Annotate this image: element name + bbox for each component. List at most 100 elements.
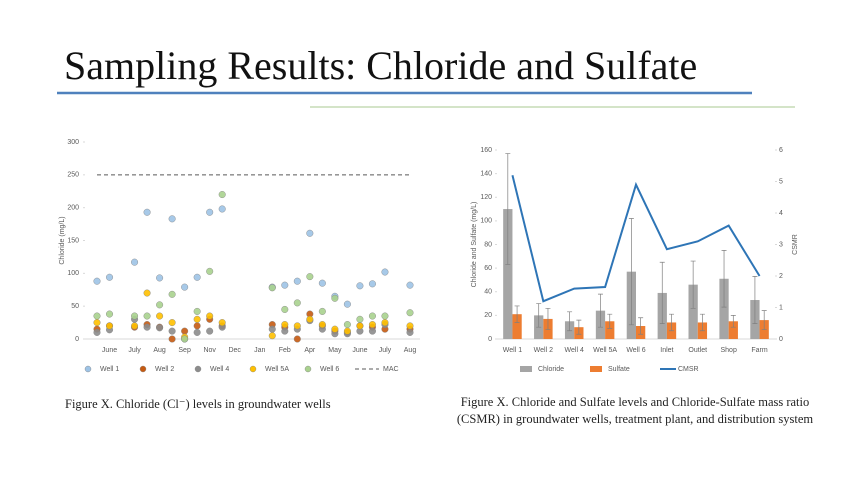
x-tick-label: Aug [404, 347, 417, 354]
x-tick-label: Outlet [688, 347, 707, 354]
point [168, 327, 176, 335]
point [356, 282, 364, 290]
y-tick-label: 80 [484, 241, 492, 248]
point [156, 301, 164, 309]
legend-label: MAC [383, 366, 399, 373]
legend-marker [194, 365, 202, 373]
legend-marker [139, 365, 147, 373]
x-tick-label: Dec [228, 347, 241, 354]
x-tick-label: June [102, 347, 117, 354]
point [381, 268, 389, 276]
y-axis-label: Chloride (mg/L) [59, 216, 66, 264]
x-tick-label: Feb [279, 347, 291, 354]
x-tick-label: Well 5A [593, 347, 617, 354]
legend-marker [304, 365, 312, 373]
error-bar [721, 250, 727, 308]
error-bar [576, 319, 582, 335]
ratio-line [511, 174, 761, 303]
error-bar [567, 311, 573, 332]
y2-tick-label: 5 [779, 178, 783, 185]
error-bar [607, 313, 613, 329]
y-tick-label: 40 [484, 289, 492, 296]
y-axis-label: Chloride and Sulfate (mg/L) [471, 202, 478, 288]
point [281, 321, 289, 329]
bar [605, 321, 615, 339]
point [331, 294, 339, 302]
point [293, 335, 301, 343]
slide-title: Sampling Results: Chloride and Sulfate [64, 43, 698, 88]
point [193, 273, 201, 281]
legend-marker [249, 365, 257, 373]
point [293, 322, 301, 330]
point [268, 332, 276, 340]
x-tick-label: Aug [153, 347, 166, 354]
legend-label: Chloride [538, 366, 564, 373]
y-tick-label: 150 [67, 237, 79, 244]
x-tick-label: Inlet [660, 347, 673, 354]
legend-label: Well 6 [320, 366, 339, 373]
error-bar [536, 303, 542, 328]
point [131, 312, 139, 320]
x-tick-label: Well 2 [534, 347, 553, 354]
point [93, 319, 101, 327]
point [293, 299, 301, 307]
error-bar [514, 305, 520, 323]
point [106, 273, 114, 281]
point [406, 281, 414, 289]
legend-label: Sulfate [608, 366, 630, 373]
point [193, 307, 201, 315]
point [156, 324, 164, 332]
caption-1: Figure X. Chloride (Cl⁻) levels in groun… [65, 397, 331, 411]
point [193, 328, 201, 336]
point [406, 309, 414, 317]
legend-label: Well 2 [155, 366, 174, 373]
point [306, 273, 314, 281]
point [218, 191, 226, 199]
y-tick-label: 250 [67, 172, 79, 179]
point [281, 281, 289, 289]
point [343, 327, 351, 335]
bar [728, 321, 738, 339]
y2-tick-label: 2 [779, 273, 783, 280]
point [268, 284, 276, 292]
point [206, 267, 214, 275]
error-bar [752, 276, 758, 324]
point [368, 327, 376, 335]
point [343, 321, 351, 329]
y-tick-label: 20 [484, 312, 492, 319]
point [281, 305, 289, 313]
x-tick-label: Well 6 [626, 347, 645, 354]
bar [512, 314, 522, 339]
point [93, 328, 101, 336]
point [156, 274, 164, 282]
point [143, 323, 151, 331]
point [318, 307, 326, 315]
error-bar [638, 317, 644, 335]
legend-marker [84, 365, 92, 373]
point [93, 312, 101, 320]
error-bar [545, 307, 551, 330]
bar [503, 209, 513, 339]
point [168, 215, 176, 223]
x-tick-label: Well 1 [503, 347, 522, 354]
point [343, 300, 351, 308]
point [356, 315, 364, 323]
point [406, 322, 414, 330]
point [293, 277, 301, 285]
y-tick-label: 300 [67, 139, 79, 146]
point [318, 279, 326, 287]
point [306, 315, 314, 323]
point [218, 319, 226, 327]
point [168, 290, 176, 298]
point [206, 208, 214, 216]
point [93, 277, 101, 285]
x-tick-label: Well 4 [565, 347, 584, 354]
y-tick-label: 100 [480, 218, 492, 225]
point [181, 283, 189, 291]
x-tick-label: July [128, 347, 141, 354]
point [106, 322, 114, 330]
point [368, 321, 376, 329]
x-tick-label: Apr [304, 347, 316, 354]
